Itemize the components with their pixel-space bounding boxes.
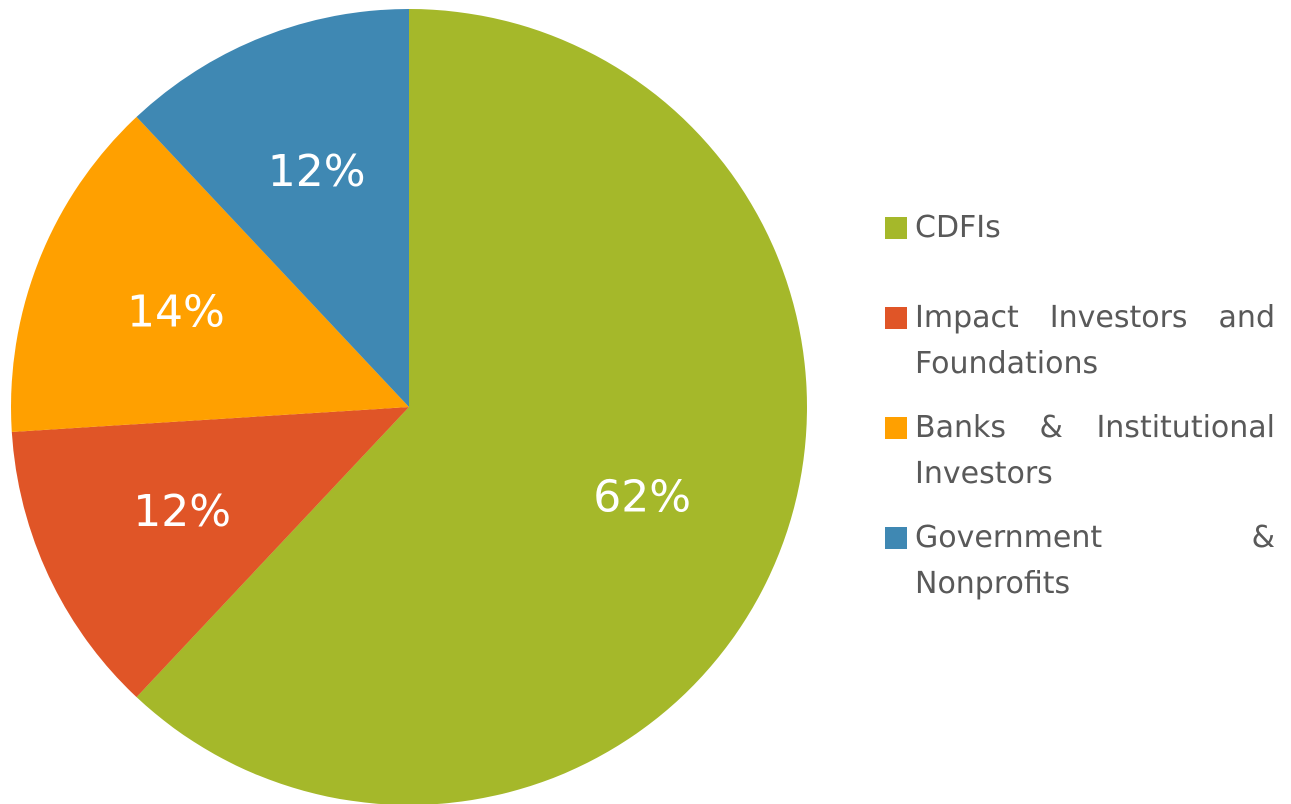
pie-slice [136, 9, 807, 804]
legend-item: Impact Investors and Foundations [885, 295, 1285, 387]
pie-slice [11, 407, 409, 698]
pie-slice [136, 9, 410, 407]
pie-slice [11, 116, 410, 432]
legend-swatch [885, 307, 907, 329]
legend-swatch [885, 527, 907, 549]
legend-item: Government & Nonprofits [885, 515, 1285, 607]
legend-label: CDFIs [915, 210, 1001, 245]
legend-swatch [885, 417, 907, 439]
legend-item: Banks & Institutional Investors [885, 405, 1285, 497]
slice-label: 62% [593, 471, 691, 522]
legend-swatch [885, 217, 907, 239]
legend-label: Impact Investors and Foundations [915, 300, 1275, 381]
legend-item: CDFIs [885, 205, 1285, 251]
legend: CDFIs Impact Investors and Foundations Ban… [885, 205, 1285, 625]
legend-label: Banks & Institutional Investors [915, 410, 1275, 491]
slice-label: 12% [133, 486, 231, 537]
slice-label: 14% [127, 287, 225, 338]
slice-label: 12% [268, 146, 366, 197]
legend-label: Government & Nonprofits [915, 520, 1275, 601]
